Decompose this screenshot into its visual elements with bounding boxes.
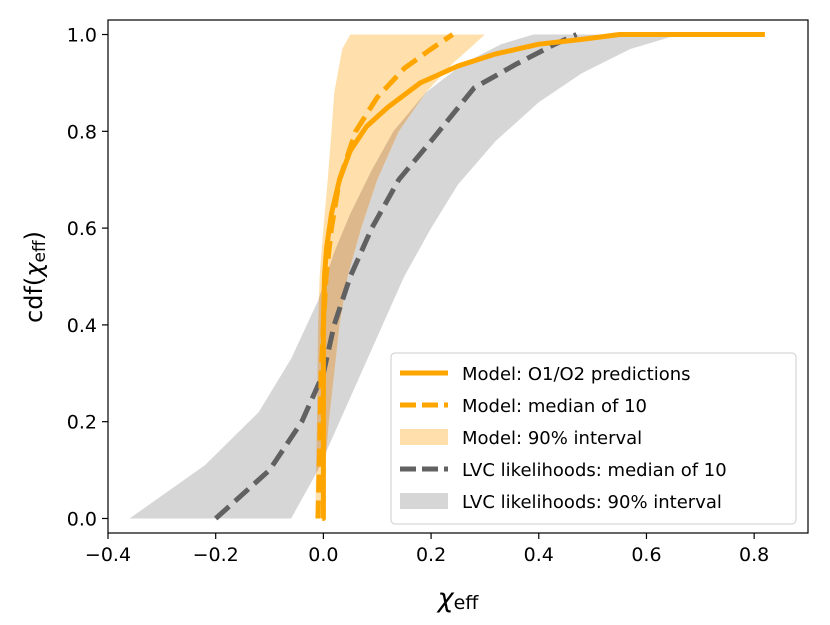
y-axis-label-suffix: ) (20, 231, 48, 240)
y-tick-label: 0.4 (67, 315, 97, 337)
lvc-interval-band (129, 34, 679, 519)
legend-item-model-predictions: Model: O1/O2 predictions (400, 364, 691, 385)
legend-item-model-median: Model: median of 10 (400, 396, 647, 417)
plot-area (129, 32, 765, 521)
y-axis-label: cdf(χeff) (20, 231, 50, 323)
y-tick-label: 0.2 (67, 412, 97, 434)
x-axis: −0.4 −0.2 0.0 0.2 0.4 0.6 0.8 (85, 533, 769, 566)
legend-item-model-interval: Model: 90% interval (400, 428, 642, 449)
interval-bands (129, 34, 679, 519)
legend-item-lvc-interval: LVC likelihoods: 90% interval (400, 492, 722, 513)
x-tick-label: −0.4 (85, 544, 131, 566)
y-axis-label-symbol: χ (20, 262, 48, 279)
legend-label: Model: median of 10 (462, 396, 647, 417)
y-axis: 0.0 0.2 0.4 0.6 0.8 1.0 (67, 25, 108, 530)
x-tick-label: 0.2 (416, 544, 446, 566)
legend-label: Model: O1/O2 predictions (462, 364, 691, 385)
y-axis-label-subscript: eff (30, 239, 50, 262)
y-axis-label-prefix: cdf( (20, 277, 48, 323)
series-lines (214, 32, 765, 521)
x-tick-label: 0.0 (308, 544, 338, 566)
y-tick-label: 0.6 (67, 218, 97, 240)
y-tick-label: 1.0 (67, 25, 97, 47)
legend-label: LVC likelihoods: median of 10 (462, 460, 727, 481)
legend: Model: O1/O2 predictions Model: median of… (390, 352, 797, 525)
legend-label: LVC likelihoods: 90% interval (462, 492, 722, 513)
legend-label: Model: 90% interval (462, 428, 642, 449)
lvc-median-line (214, 32, 578, 521)
x-tick-label: 0.4 (524, 544, 554, 566)
model-interval-band (315, 34, 485, 519)
legend-box (390, 352, 797, 525)
legend-swatch (400, 493, 448, 509)
x-axis-label-symbol: χ (436, 583, 455, 614)
x-axis-label-subscript: eff (454, 592, 480, 614)
x-tick-label: 0.6 (631, 544, 661, 566)
y-tick-label: 0.8 (67, 121, 97, 143)
y-tick-label: 0.0 (67, 508, 97, 530)
legend-swatch (400, 429, 448, 445)
model-predictions-line (320, 32, 765, 521)
legend-item-lvc-median: LVC likelihoods: median of 10 (400, 460, 727, 481)
x-tick-label: −0.2 (193, 544, 239, 566)
plot-frame (107, 19, 809, 534)
x-tick-label: 0.8 (739, 544, 769, 566)
x-axis-label: χeff (436, 583, 480, 614)
